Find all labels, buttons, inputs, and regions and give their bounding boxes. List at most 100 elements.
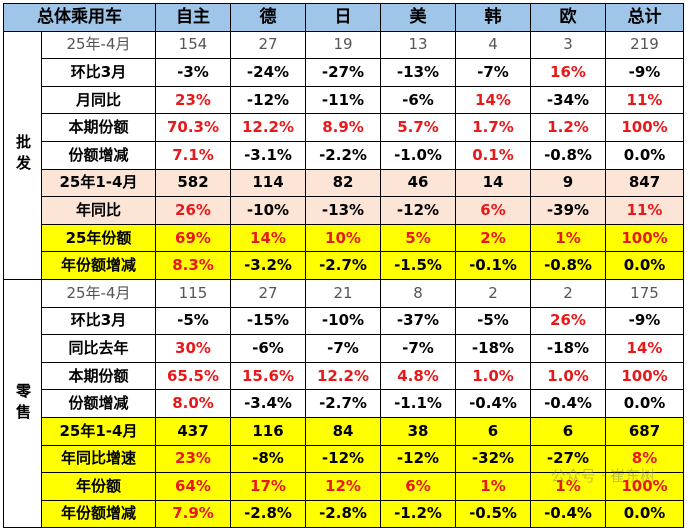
table-cell: 219 xyxy=(605,30,684,60)
table-cell: 38 xyxy=(380,416,456,446)
table-cell: 9 xyxy=(530,168,606,198)
table-cell: -1.1% xyxy=(380,389,456,418)
table-cell: 10% xyxy=(305,223,381,253)
table-cell: -1.5% xyxy=(380,251,456,280)
table-cell: -24% xyxy=(230,58,306,87)
table-cell: -8% xyxy=(230,444,306,474)
header-cell-domestic: 自主 xyxy=(155,3,231,32)
table-cell: -9% xyxy=(605,58,684,87)
table-cell: 82 xyxy=(305,168,381,198)
table-cell: -37% xyxy=(380,306,456,336)
table-cell: 23% xyxy=(155,85,231,115)
passenger-car-stats-table: 总体乘用车 自主 德 日 美 韩 欧 总计 批发 25年-4月 154 27 19 13 4… xyxy=(3,3,684,528)
table-cell: -7% xyxy=(305,334,381,363)
table-row: 年份额增减 8.3% -3.2% -2.7% -1.5% -0.1% -0.8% 0.0% xyxy=(4,251,684,280)
header-cell-european: 欧 xyxy=(530,3,606,32)
table-cell: -15% xyxy=(230,306,306,336)
row-label: 份额增减 xyxy=(41,140,156,170)
header-cell-american: 美 xyxy=(380,3,456,32)
table-cell: 6% xyxy=(380,472,456,501)
table-cell: 0.0% xyxy=(605,140,684,170)
table-cell: -0.4% xyxy=(455,389,531,418)
table-cell: 15.6% xyxy=(230,361,306,391)
table-row: 环比3月 -3% -24% -27% -13% -7% 16% -9% xyxy=(4,58,684,87)
table-cell: -1.0% xyxy=(380,140,456,170)
table-cell: 1.7% xyxy=(455,113,531,142)
header-cell-total: 总计 xyxy=(605,3,684,32)
table-cell: -0.1% xyxy=(455,251,531,280)
table-cell: -12% xyxy=(305,444,381,474)
row-label: 份额增减 xyxy=(41,389,156,418)
table-row: 年份额 64% 17% 12% 6% 1% 1% 100% xyxy=(4,472,684,501)
table-cell: -0.8% xyxy=(530,251,606,280)
table-cell: 16% xyxy=(530,58,606,87)
table-cell: 7.1% xyxy=(155,140,231,170)
table-cell: 23% xyxy=(155,444,231,474)
table-cell: -0.4% xyxy=(530,389,606,418)
table-cell: -13% xyxy=(380,58,456,87)
table-cell: 2% xyxy=(455,223,531,253)
header-cell-category: 总体乘用车 xyxy=(3,3,156,32)
table-cell: 8 xyxy=(380,278,456,308)
header-cell-german: 德 xyxy=(230,3,306,32)
table-row: 年同比增速 23% -8% -12% -12% -32% -27% 8% xyxy=(4,444,684,474)
table-row: 月同比 23% -12% -11% -6% 14% -34% 11% xyxy=(4,85,684,115)
table-cell: 84 xyxy=(305,416,381,446)
table-cell: 847 xyxy=(605,168,684,198)
table-cell: 1.2% xyxy=(530,113,606,142)
table-cell: -2.2% xyxy=(305,140,381,170)
table-cell: 3 xyxy=(530,30,606,60)
table-cell: 8.0% xyxy=(155,389,231,418)
table-row: 批发 25年-4月 154 27 19 13 4 3 219 xyxy=(3,30,684,280)
table-cell: 100% xyxy=(605,472,684,501)
table-cell: 4.8% xyxy=(380,361,456,391)
table-cell: 100% xyxy=(605,223,684,253)
table-cell: 5.7% xyxy=(380,113,456,142)
table-cell: 1% xyxy=(530,223,606,253)
header-row: 总体乘用车 自主 德 日 美 韩 欧 总计 xyxy=(3,3,684,32)
table-row: 本期份额 70.3% 12.2% 8.9% 5.7% 1.7% 1.2% 100% xyxy=(4,113,684,142)
table-cell: 65.5% xyxy=(155,361,231,391)
table-cell: -34% xyxy=(530,85,606,115)
table-cell: 1.0% xyxy=(530,361,606,391)
table-cell: 437 xyxy=(155,416,231,446)
table-cell: -12% xyxy=(380,444,456,474)
table-cell: 8.9% xyxy=(305,113,381,142)
table-cell: 0.0% xyxy=(605,389,684,418)
table-cell: 64% xyxy=(155,472,231,501)
table-cell: 1% xyxy=(530,472,606,501)
table-row: 份额增减 8.0% -3.4% -2.7% -1.1% -0.4% -0.4% 0.0% xyxy=(4,389,684,418)
row-label: 25年1-4月 xyxy=(41,168,156,198)
table-cell: -12% xyxy=(230,85,306,115)
table-cell: 27 xyxy=(230,278,306,308)
row-label: 年同比增速 xyxy=(41,444,156,474)
row-label: 月同比 xyxy=(41,85,156,115)
table-cell: -27% xyxy=(530,444,606,474)
row-label: 年份额增减 xyxy=(41,251,156,280)
table-cell: -5% xyxy=(455,306,531,336)
table-cell: 8.3% xyxy=(155,251,231,280)
table-cell: -2.7% xyxy=(305,251,381,280)
table-cell: -18% xyxy=(455,334,531,363)
table-cell: 582 xyxy=(155,168,231,198)
table-cell: 6% xyxy=(455,196,531,225)
table-cell: -6% xyxy=(230,334,306,363)
table-cell: -3% xyxy=(155,58,231,87)
table-cell: 8% xyxy=(605,444,684,474)
table-cell: -0.8% xyxy=(530,140,606,170)
table-cell: 14 xyxy=(455,168,531,198)
data-table-wrapper: 总体乘用车 自主 德 日 美 韩 欧 总计 批发 25年-4月 154 27 19 13 4… xyxy=(3,3,684,528)
table-row: 本期份额 65.5% 15.6% 12.2% 4.8% 1.0% 1.0% 100% xyxy=(4,361,684,391)
table-cell: -3.1% xyxy=(230,140,306,170)
table-cell: 1.0% xyxy=(455,361,531,391)
table-cell: -11% xyxy=(305,85,381,115)
table-cell: 4 xyxy=(455,30,531,60)
table-row: 25年1-4月 582 114 82 46 14 9 847 xyxy=(4,168,684,198)
row-label: 25年1-4月 xyxy=(41,416,156,446)
table-cell: -3.4% xyxy=(230,389,306,418)
table-cell: 12% xyxy=(305,472,381,501)
table-cell: 2 xyxy=(530,278,606,308)
table-row: 同比去年 30% -6% -7% -7% -18% -18% 14% xyxy=(4,334,684,363)
table-cell: 175 xyxy=(605,278,684,308)
table-cell: 100% xyxy=(605,361,684,391)
